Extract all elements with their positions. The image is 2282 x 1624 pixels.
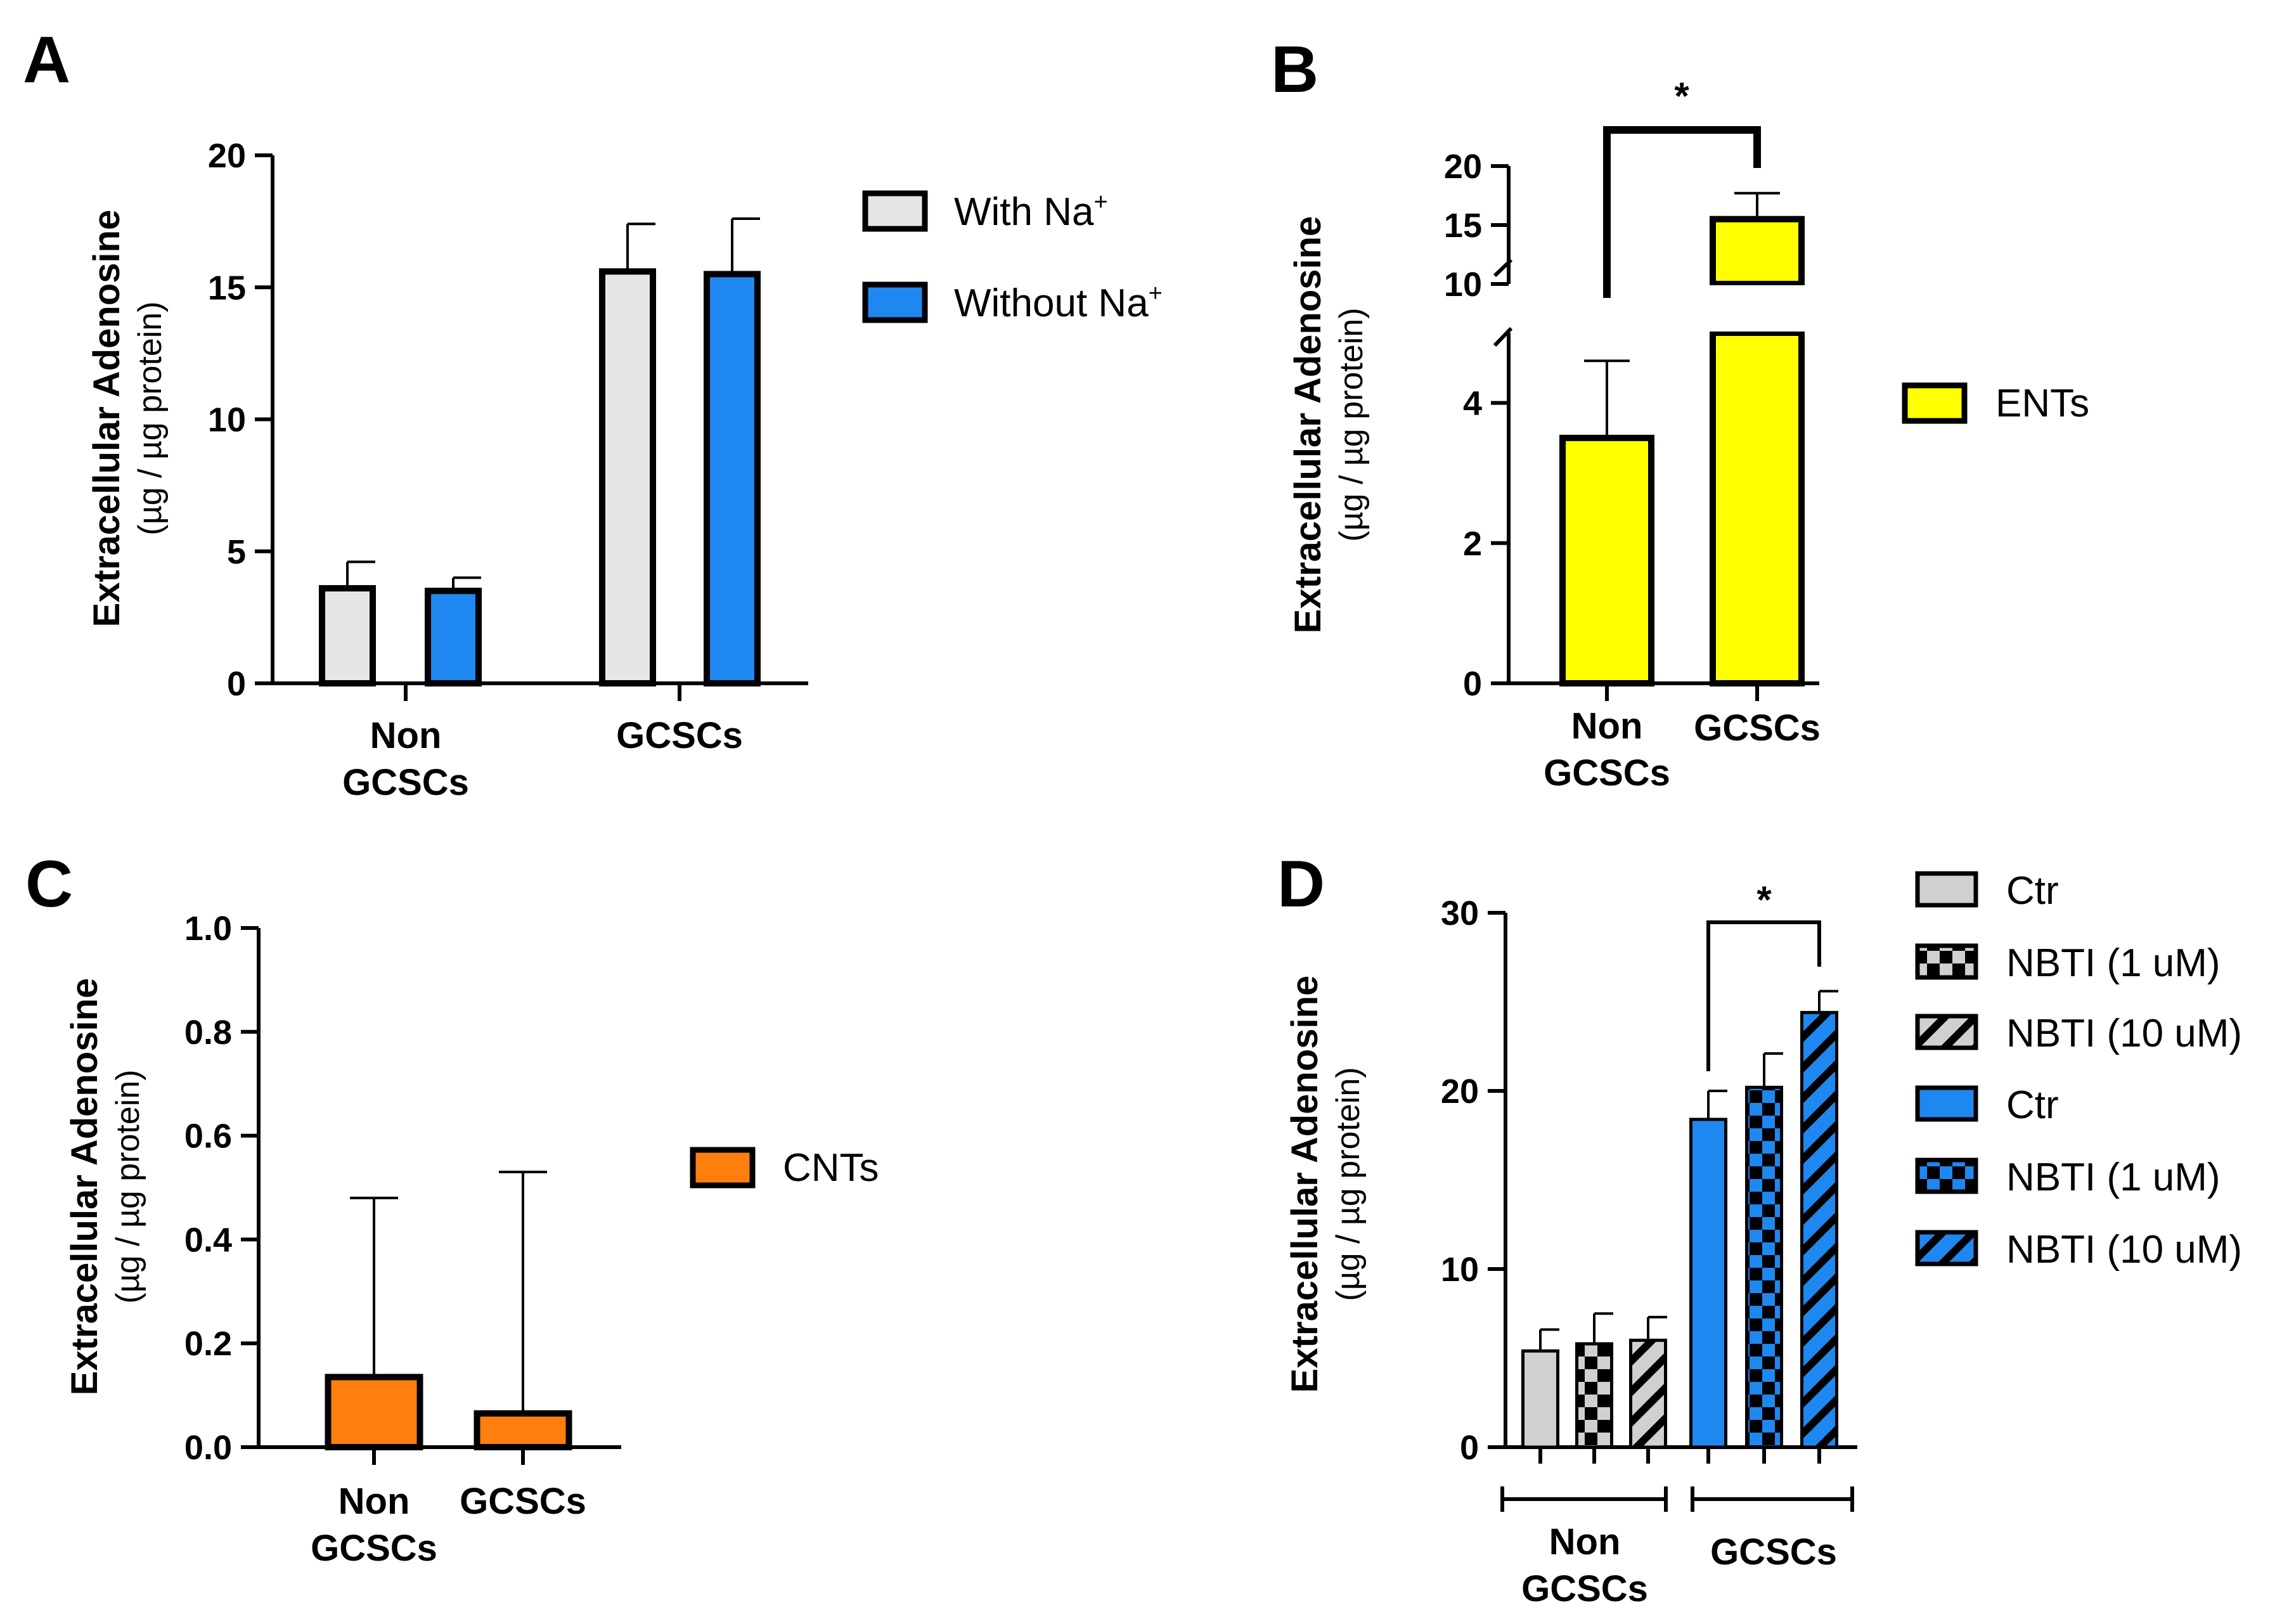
y-tick-label: 20 <box>1444 148 1482 186</box>
axis-break-gap <box>1706 285 1808 332</box>
legend-text: With Na <box>954 190 1094 234</box>
y-tick-label: 5 <box>227 533 246 571</box>
legend-swatch <box>1915 1085 1978 1122</box>
category-label: Non <box>338 1481 410 1522</box>
legend-superscript: + <box>1093 189 1107 216</box>
group-bracket <box>1691 1486 1854 1512</box>
legend-swatch <box>1915 1157 1978 1194</box>
bar-solid-group1 <box>1689 1118 1727 1449</box>
y-tick-label: 15 <box>1444 207 1482 245</box>
panel-a-chart: 0 5 10 15 20 Non GCSCs GCSCs Extracellular Adeno… <box>86 137 1163 803</box>
y-axis-unit: (µg / µg protein) <box>132 301 169 535</box>
y-tick-label: 10 <box>1444 266 1482 304</box>
axis-break-mark <box>1493 326 1513 347</box>
legend-swatch <box>1915 1230 1978 1266</box>
category-label: GCSCs <box>342 762 469 803</box>
bar-ents <box>1559 434 1654 687</box>
legend-label: Ctr <box>2006 869 2059 913</box>
y-axis-title: Extracellular Adenosine <box>1284 976 1325 1393</box>
panel-d-chart: 0 10 20 30 * Non GCSCs GCSCs Extracellular Adeno… <box>1284 869 2242 1609</box>
panel-b-chart: 0 2 4 10 15 20 * Non GCSCs GCSCs Extracellular Ade… <box>1287 75 2089 794</box>
category-label: GCSCs <box>1544 752 1670 794</box>
legend-swatch <box>1915 943 1978 980</box>
legend-label: Ctr <box>2006 1083 2059 1127</box>
y-tick-label: 0.2 <box>184 1325 232 1363</box>
legend-label: NBTI (10 uM) <box>2006 1012 2242 1055</box>
legend-text: Without Na <box>954 281 1149 325</box>
y-tick-label: 30 <box>1441 894 1479 932</box>
y-tick-label: 2 <box>1463 525 1482 563</box>
category-label: GCSCs <box>1521 1568 1648 1609</box>
bar-cnts <box>474 1410 572 1450</box>
category-label: Non <box>1549 1521 1621 1563</box>
legend-label: With Na+ <box>954 189 1108 234</box>
y-axis-unit: (µg / µg protein) <box>110 1069 146 1303</box>
category-label: GCSCs <box>311 1528 437 1569</box>
legend-superscript: + <box>1149 280 1163 307</box>
legend-swatch <box>862 190 928 232</box>
y-tick-label: 0.6 <box>184 1118 232 1156</box>
y-tick-label: 0 <box>1463 665 1482 703</box>
y-axis-title: Extracellular Adenosine <box>64 978 105 1396</box>
legend-label: Without Na+ <box>954 280 1163 325</box>
bar-solid-group0 <box>1521 1349 1559 1449</box>
bar-checker-group0 <box>1575 1342 1613 1449</box>
bar-cnts <box>325 1374 423 1451</box>
significance-bracket <box>1706 920 1821 1071</box>
panel-letter-c: C <box>25 847 73 921</box>
bar-checker-group1 <box>1745 1085 1783 1449</box>
panel-c-chart: 0.0 0.2 0.4 0.6 0.8 1.0 Non GCSCs GCSCs Extracell… <box>64 910 879 1569</box>
panel-letter-d: D <box>1277 847 1325 921</box>
significance-star: * <box>1757 879 1772 921</box>
group-bracket <box>1500 1486 1668 1512</box>
category-label: GCSCs <box>616 715 743 756</box>
bar-diagonal-group0 <box>1629 1338 1667 1449</box>
y-tick-label: 0 <box>1460 1429 1479 1467</box>
bar-with-na <box>319 585 376 686</box>
category-label: GCSCs <box>1694 707 1821 749</box>
category-label: GCSCs <box>460 1481 586 1522</box>
legend-label: ENTs <box>1995 382 2089 425</box>
significance-bracket <box>1603 126 1761 298</box>
legend-label: NBTI (1 uM) <box>2006 1156 2221 1199</box>
y-axis-unit: (µg / µg protein) <box>1330 1067 1367 1301</box>
panel-letter-a: A <box>23 23 70 97</box>
legend-swatch <box>862 281 928 323</box>
y-tick-label: 0.4 <box>184 1221 232 1259</box>
y-tick-label: 10 <box>208 401 246 439</box>
legend-label: NBTI (1 uM) <box>2006 941 2221 985</box>
bar-with-na <box>599 268 656 686</box>
y-axis-title: Extracellular Adenosine <box>86 210 127 628</box>
y-tick-label: 4 <box>1463 385 1482 423</box>
y-tick-label: 0.0 <box>184 1429 232 1467</box>
bar-ents <box>1710 216 1805 288</box>
panel-letter-b: B <box>1271 33 1318 106</box>
y-axis-unit: (µg / µg protein) <box>1333 307 1370 541</box>
significance-star: * <box>1674 75 1689 117</box>
y-tick-label: 1.0 <box>184 910 232 948</box>
axis-break-mark <box>1493 258 1513 278</box>
category-label: GCSCs <box>1710 1531 1837 1573</box>
legend-label: NBTI (10 uM) <box>2006 1228 2242 1272</box>
y-axis-title: Extracellular Adenosine <box>1287 216 1329 634</box>
y-tick-label: 10 <box>1441 1251 1479 1289</box>
bar-without-na <box>704 271 761 686</box>
category-label: Non <box>370 715 442 756</box>
bar-without-na <box>425 588 482 686</box>
y-tick-label: 0.8 <box>184 1014 232 1052</box>
legend-swatch <box>1915 871 1978 908</box>
legend-label: CNTs <box>783 1146 879 1190</box>
legend-swatch <box>690 1147 756 1189</box>
y-tick-label: 20 <box>1441 1073 1479 1111</box>
bar-ents <box>1710 330 1805 686</box>
legend-swatch <box>1915 1014 1978 1050</box>
bar-diagonal-group1 <box>1800 1010 1838 1449</box>
category-label: Non <box>1571 706 1643 747</box>
legend-swatch <box>1902 382 1968 424</box>
y-tick-label: 0 <box>227 665 246 703</box>
y-tick-label: 20 <box>208 137 246 175</box>
y-tick-label: 15 <box>208 269 246 307</box>
